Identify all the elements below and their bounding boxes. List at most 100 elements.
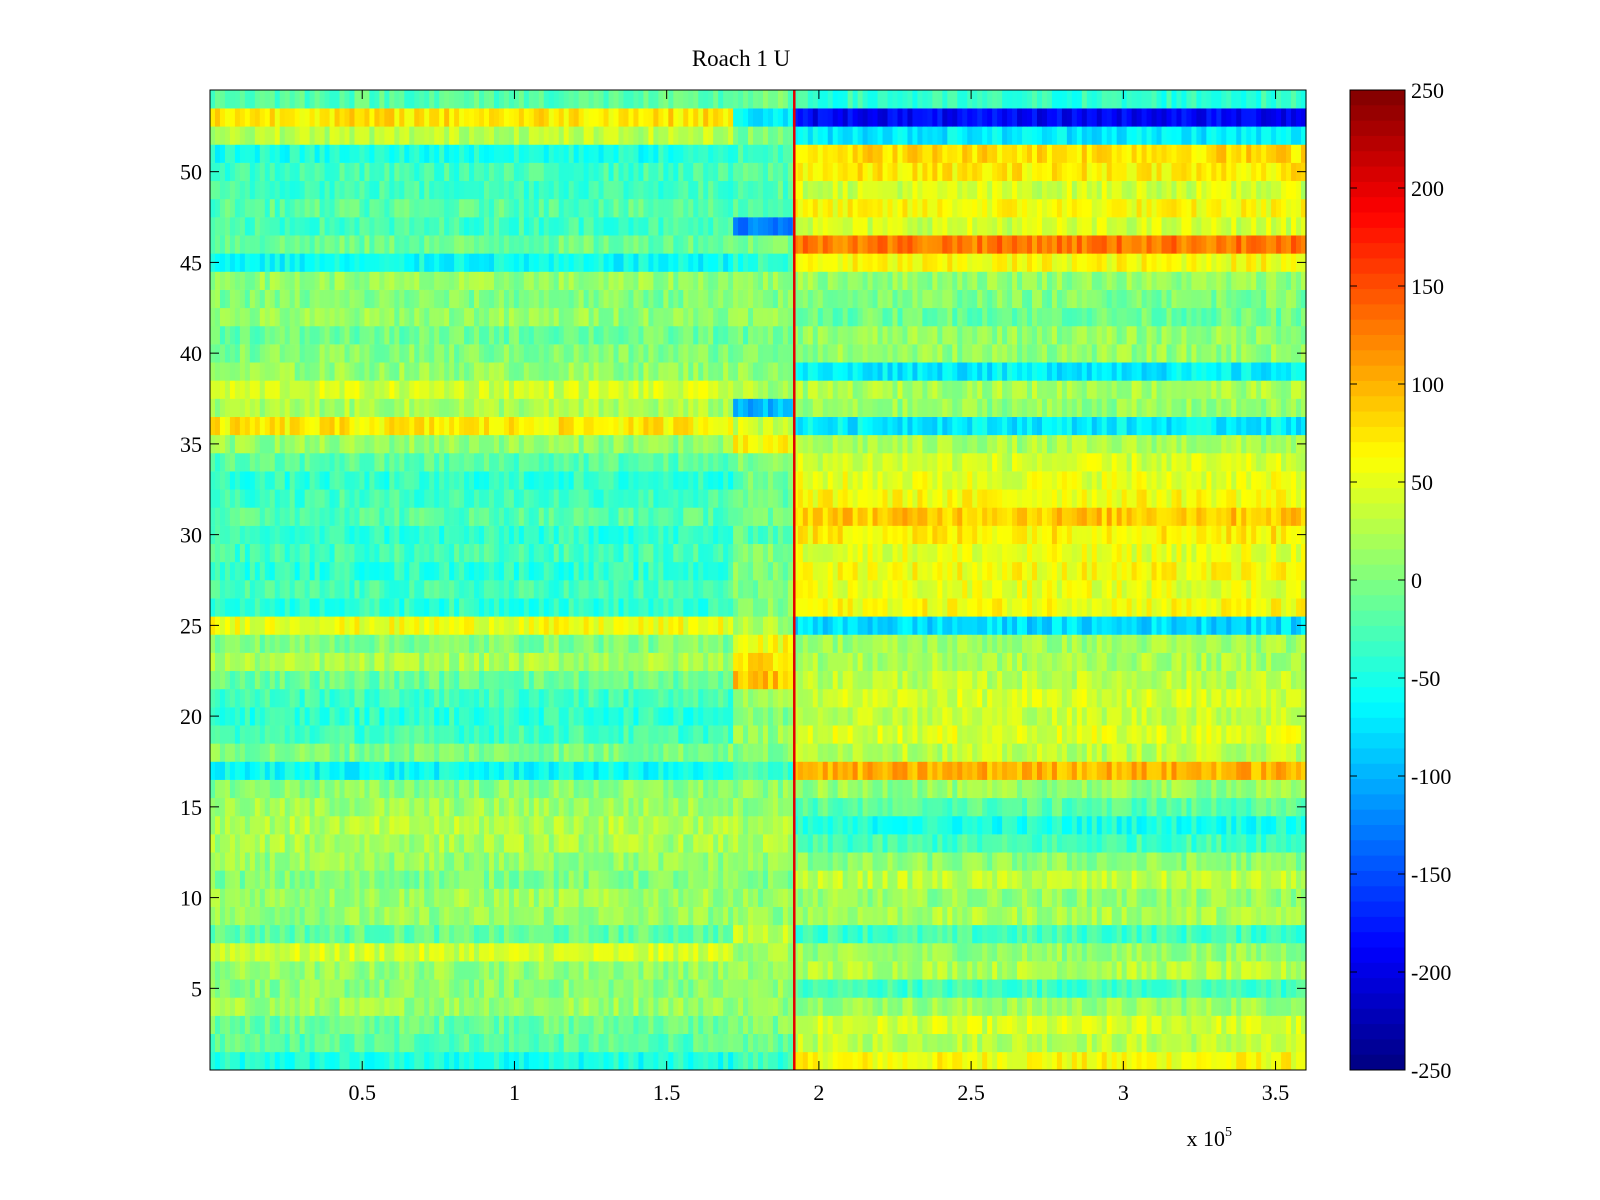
- heatmap-cell: [977, 670, 983, 690]
- heatmap-cell: [842, 1051, 849, 1071]
- heatmap-cell: [658, 961, 664, 980]
- heatmap-cell: [663, 834, 669, 853]
- heatmap-cell: [977, 707, 983, 726]
- heatmap-cell: [698, 797, 704, 817]
- heatmap-cell: [887, 852, 894, 871]
- heatmap-cell: [399, 688, 405, 708]
- heatmap-cell: [264, 888, 271, 907]
- heatmap-cell: [1007, 997, 1013, 1016]
- heatmap-cell: [304, 779, 311, 799]
- heatmap-cell: [593, 870, 600, 889]
- heatmap-cell: [618, 688, 625, 708]
- heatmap-cell: [733, 906, 739, 926]
- heatmap-cell: [264, 997, 271, 1016]
- heatmap-cell: [1007, 888, 1013, 907]
- heatmap-cell: [548, 1051, 555, 1071]
- heatmap-cell: [658, 707, 664, 726]
- heatmap-cell: [703, 707, 709, 726]
- heatmap-cell: [1231, 997, 1237, 1016]
- heatmap-cell: [219, 979, 226, 998]
- heatmap-cell: [1007, 834, 1013, 853]
- heatmap-cell: [568, 652, 575, 672]
- heatmap-cell: [379, 797, 385, 817]
- heatmap-cell: [214, 870, 221, 889]
- heatmap-cell: [349, 942, 356, 962]
- heatmap-cell: [673, 761, 679, 780]
- heatmap-cell: [907, 924, 914, 944]
- heatmap-cell: [1236, 834, 1242, 853]
- heatmap-cell: [643, 797, 649, 817]
- heatmap-cell: [957, 942, 963, 962]
- heatmap-cell: [339, 779, 346, 799]
- heatmap-cell: [698, 924, 704, 944]
- heatmap-cell: [822, 707, 829, 726]
- heatmap-cell: [628, 652, 635, 672]
- heatmap-cell: [259, 652, 266, 672]
- heatmap-cell: [867, 906, 874, 926]
- heatmap-cell: [703, 815, 709, 835]
- heatmap-cell: [289, 924, 296, 944]
- heatmap-cell: [344, 1015, 351, 1035]
- heatmap-cell: [488, 1015, 495, 1035]
- heatmap-cell: [379, 870, 385, 889]
- heatmap-cell: [967, 688, 973, 708]
- heatmap-cell: [862, 779, 869, 799]
- heatmap-cell: [498, 906, 505, 926]
- heatmap-cell: [249, 924, 256, 944]
- heatmap-cell: [379, 1015, 385, 1035]
- heatmap-cell: [718, 852, 724, 871]
- heatmap-cell: [314, 961, 321, 980]
- heatmap-cell: [1161, 725, 1168, 744]
- heatmap-cell: [603, 815, 610, 835]
- heatmap-cell: [339, 942, 346, 962]
- heatmap-cell: [867, 743, 874, 762]
- heatmap-cell: [743, 725, 749, 744]
- heatmap-cell: [264, 870, 271, 889]
- heatmap-cell: [748, 1033, 754, 1053]
- heatmap-cell: [603, 906, 610, 926]
- heatmap-cell: [992, 852, 998, 871]
- heatmap-cell: [618, 815, 625, 835]
- heatmap-cell: [1032, 670, 1038, 690]
- heatmap-cell: [1081, 779, 1088, 799]
- heatmap-cell: [1076, 870, 1083, 889]
- heatmap-cell: [1131, 852, 1138, 871]
- heatmap-cell: [239, 1015, 246, 1035]
- heatmap-cell: [708, 852, 714, 871]
- heatmap-cell: [588, 761, 595, 780]
- heatmap-cell: [1086, 906, 1093, 926]
- heatmap-cell: [782, 652, 789, 672]
- heatmap-cell: [917, 906, 923, 926]
- heatmap-cell: [229, 870, 236, 889]
- heatmap-cell: [1076, 1051, 1083, 1071]
- heatmap-cell: [1071, 797, 1078, 817]
- heatmap-cell: [374, 743, 380, 762]
- heatmap-cell: [762, 688, 769, 708]
- heatmap-cell: [738, 1015, 744, 1035]
- heatmap-cell: [553, 761, 560, 780]
- heatmap-cell: [474, 852, 480, 871]
- heatmap-cell: [693, 815, 699, 835]
- heatmap-cell: [877, 761, 884, 780]
- heatmap-cell: [1022, 688, 1028, 708]
- heatmap-cell: [987, 906, 993, 926]
- heatmap-cell: [389, 707, 395, 726]
- heatmap-cell: [513, 924, 520, 944]
- heatmap-cell: [977, 761, 983, 780]
- heatmap-cell: [713, 997, 719, 1016]
- heatmap-cell: [304, 815, 311, 835]
- heatmap-cell: [1131, 815, 1138, 835]
- heatmap-cell: [767, 852, 774, 871]
- heatmap-cell: [523, 725, 530, 744]
- heatmap-cell: [792, 815, 799, 835]
- heatmap-cell: [1296, 924, 1302, 944]
- heatmap-cell: [1281, 1051, 1287, 1071]
- heatmap-cell: [723, 924, 729, 944]
- heatmap-cell: [1286, 1015, 1292, 1035]
- heatmap-row-6: [210, 961, 1307, 980]
- heatmap-cell: [972, 997, 978, 1016]
- heatmap-cell: [817, 852, 824, 871]
- heatmap-cell: [1056, 779, 1063, 799]
- heatmap-cell: [972, 906, 978, 926]
- heatmap-cell: [459, 961, 465, 980]
